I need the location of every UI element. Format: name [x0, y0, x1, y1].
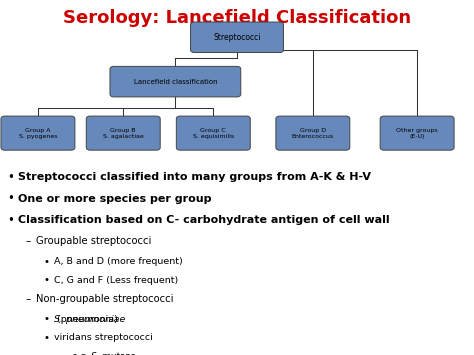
Text: •: • — [7, 171, 14, 184]
Text: (pneumonia): (pneumonia) — [54, 315, 118, 324]
Text: Lancefield classification: Lancefield classification — [134, 79, 217, 84]
Text: Non-groupable streptococci: Non-groupable streptococci — [36, 294, 173, 304]
Text: A, B and D (more frequent): A, B and D (more frequent) — [54, 257, 182, 267]
Text: Streptococci classified into many groups from A-K & H-V: Streptococci classified into many groups… — [18, 173, 371, 182]
FancyBboxPatch shape — [1, 116, 75, 150]
Text: viridans streptococci: viridans streptococci — [54, 333, 152, 343]
Text: Other groups
(E-U): Other groups (E-U) — [396, 128, 438, 138]
FancyBboxPatch shape — [191, 22, 283, 53]
FancyBboxPatch shape — [110, 66, 241, 97]
Text: Groupable streptococci: Groupable streptococci — [36, 236, 151, 246]
FancyBboxPatch shape — [86, 116, 160, 150]
Text: Group B
S. agalactiae: Group B S. agalactiae — [103, 128, 144, 138]
FancyBboxPatch shape — [380, 116, 454, 150]
Text: •: • — [43, 315, 49, 324]
Text: Group A
S. pyogenes: Group A S. pyogenes — [18, 128, 57, 138]
Text: C, G and F (Less frequent): C, G and F (Less frequent) — [54, 276, 178, 285]
Text: •: • — [7, 214, 14, 226]
Text: Classification based on C- carbohydrate antigen of cell wall: Classification based on C- carbohydrate … — [18, 215, 389, 225]
Text: –: – — [25, 294, 30, 304]
Text: –: – — [61, 352, 66, 355]
Text: S. pneumoniae: S. pneumoniae — [54, 315, 125, 324]
FancyBboxPatch shape — [176, 116, 250, 150]
Text: e.g. S. mutans: e.g. S. mutans — [72, 352, 135, 355]
Text: One or more species per group: One or more species per group — [18, 194, 211, 204]
Text: •: • — [7, 192, 14, 205]
Text: Serology: Lancefield Classification: Serology: Lancefield Classification — [63, 9, 411, 27]
FancyBboxPatch shape — [276, 116, 350, 150]
Text: •: • — [43, 257, 49, 267]
Text: •: • — [43, 275, 49, 285]
Text: Streptococci: Streptococci — [213, 33, 261, 42]
Text: –: – — [25, 236, 30, 246]
Text: •: • — [43, 333, 49, 343]
Text: Group C
S. equisimilis: Group C S. equisimilis — [193, 128, 234, 138]
Text: Group D
Enterococcus: Group D Enterococcus — [292, 128, 334, 138]
